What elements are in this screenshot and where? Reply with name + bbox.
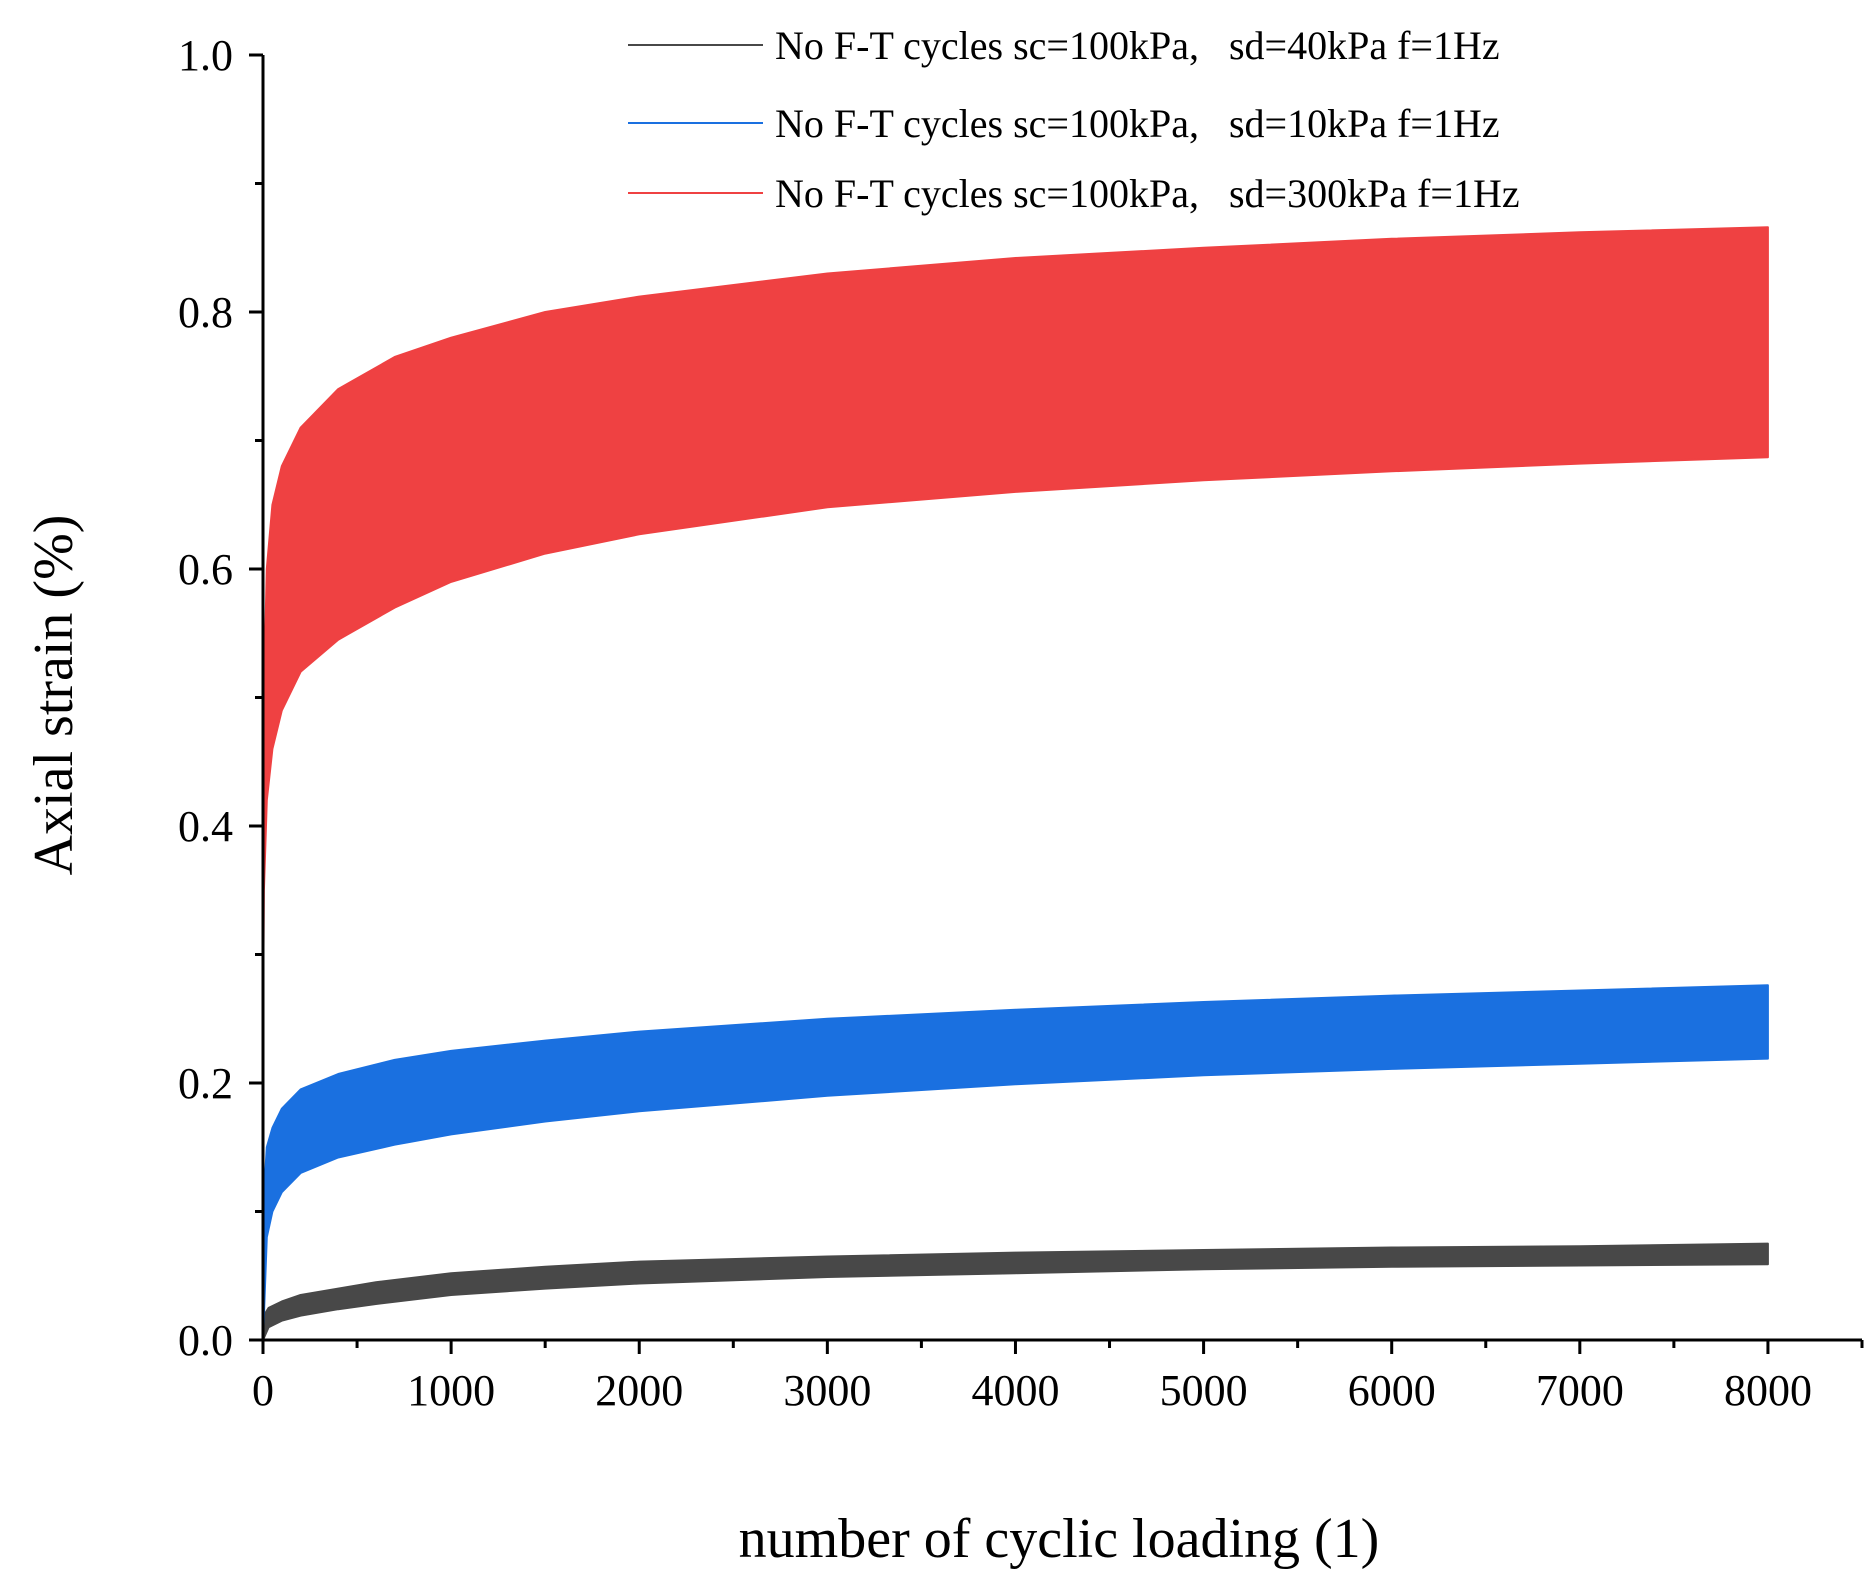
y-tick-label: 0.0	[178, 1316, 233, 1365]
y-axis-title: Axial strain (%)	[23, 515, 85, 876]
y-tick-label: 0.8	[178, 288, 233, 337]
x-tick-label: 6000	[1348, 1366, 1436, 1415]
series-band-1	[262, 1242, 1769, 1341]
series-layer	[262, 226, 1769, 1341]
legend-label-3: No F-T cycles sc=100kPa, sd=300kPa f=1Hz	[775, 171, 1520, 216]
x-tick-label: 3000	[783, 1366, 871, 1415]
series-band-3	[262, 226, 1769, 1020]
y-tick-label: 0.6	[178, 545, 233, 594]
y-tick-label: 0.4	[178, 802, 233, 851]
series-band-2	[262, 984, 1769, 1341]
legend-label-2: No F-T cycles sc=100kPa, sd=10kPa f=1Hz	[775, 101, 1500, 146]
legend-label-1: No F-T cycles sc=100kPa, sd=40kPa f=1Hz	[775, 23, 1500, 68]
x-tick-label: 0	[252, 1366, 274, 1415]
x-axis-title: number of cyclic loading (1)	[739, 1508, 1380, 1570]
x-tick-label: 4000	[971, 1366, 1059, 1415]
x-tick-label: 1000	[407, 1366, 495, 1415]
x-tick-label: 7000	[1536, 1366, 1624, 1415]
ticks-layer: 0 1000 2000 3000 4000 5000 6000 7000 8000 0.0 0.2 0…	[178, 31, 1864, 1415]
x-tick-label: 2000	[595, 1366, 683, 1415]
y-tick-label: 0.2	[178, 1059, 233, 1108]
x-tick-label: 8000	[1724, 1366, 1812, 1415]
y-tick-label: 1.0	[178, 31, 233, 80]
legend: No F-T cycles sc=100kPa, sd=40kPa f=1Hz N…	[628, 23, 1520, 216]
x-tick-label: 5000	[1160, 1366, 1248, 1415]
